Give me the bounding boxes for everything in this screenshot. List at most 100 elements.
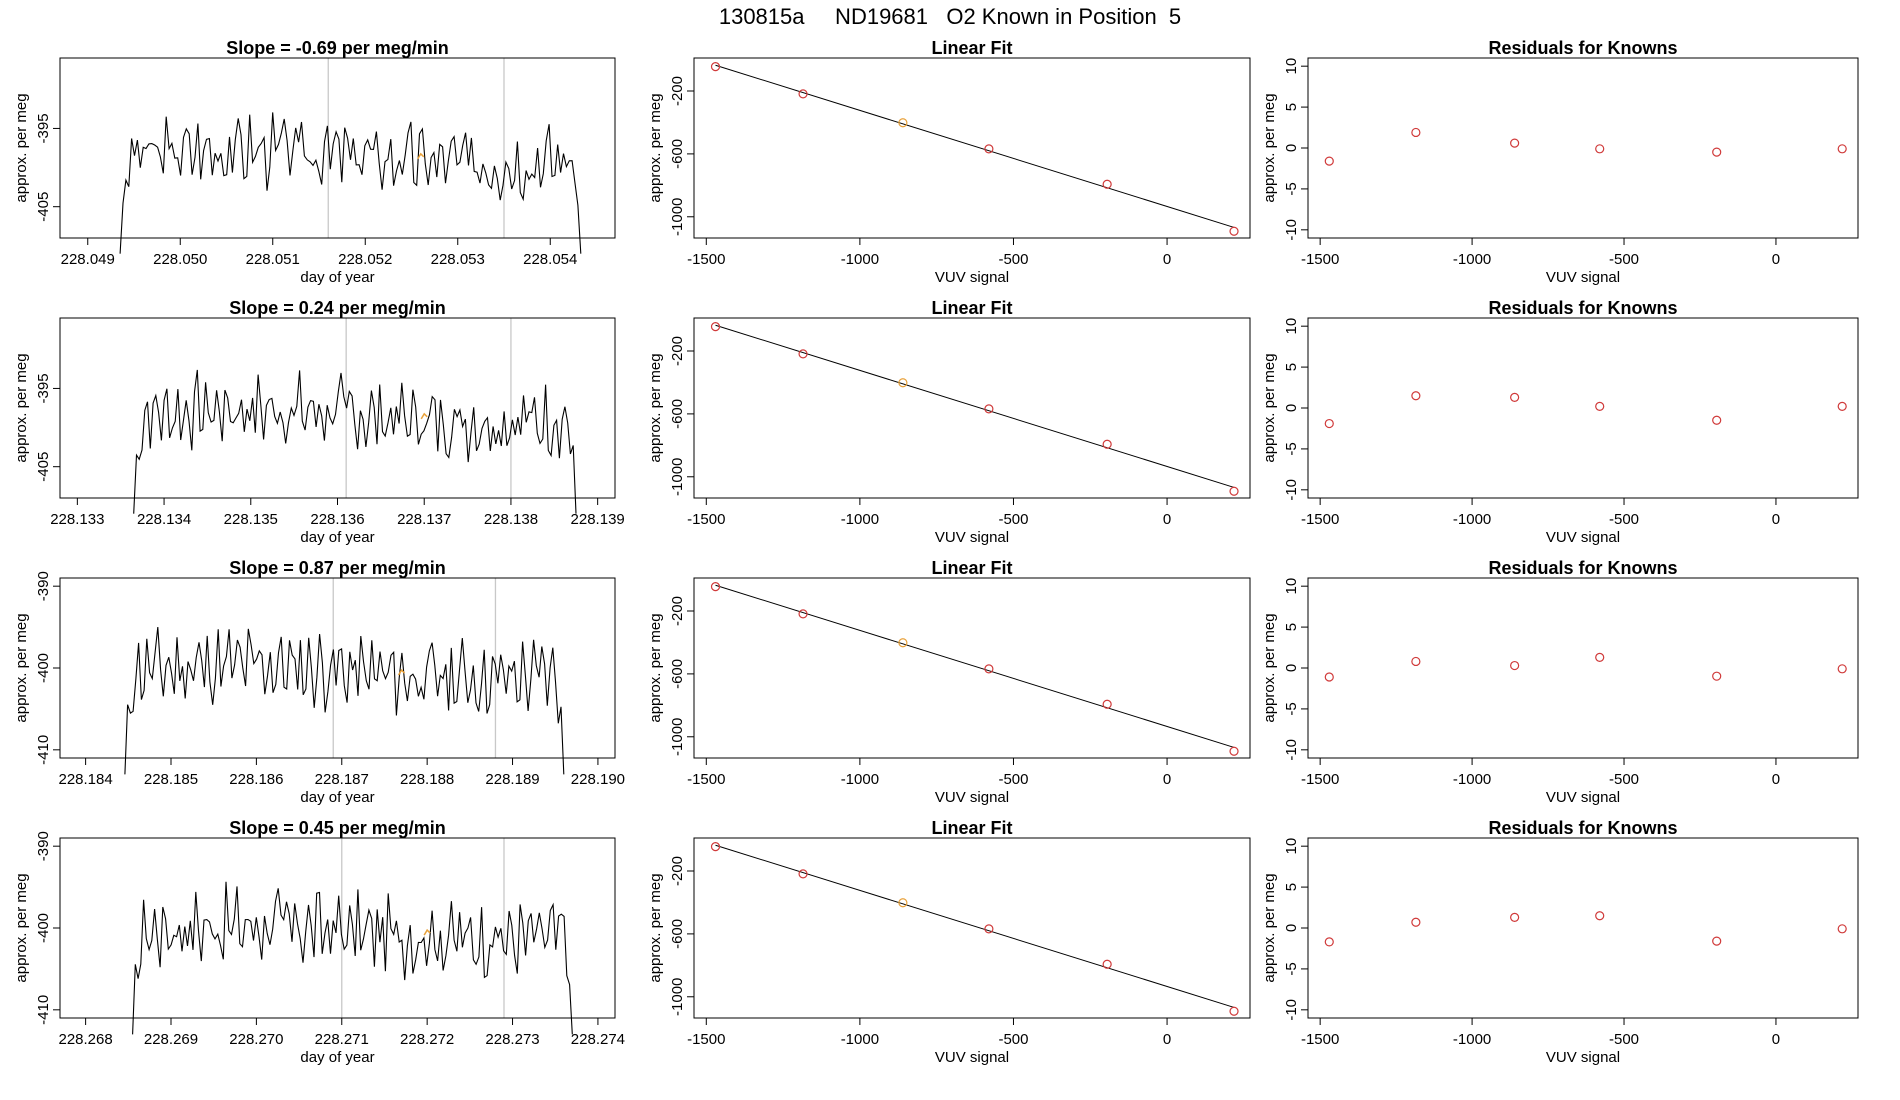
panel-title: Slope = 0.87 per meg/min bbox=[229, 558, 446, 578]
highlight-segment bbox=[423, 928, 431, 936]
y-tick-label: -10 bbox=[1283, 999, 1300, 1021]
plot-frame bbox=[1307, 317, 1859, 499]
data-point bbox=[1595, 911, 1605, 921]
data-point bbox=[1510, 138, 1520, 148]
x-tick-label: 228.268 bbox=[58, 1031, 112, 1048]
y-tick-label: -600 bbox=[669, 399, 686, 429]
panel-3-1: Slope = 0.87 per meg/min 228.184 228.185 22… bbox=[13, 558, 625, 806]
y-axis: -10 -5 0 5 10 bbox=[1283, 578, 1308, 761]
y-tick-label: 0 bbox=[1283, 664, 1300, 672]
data-point bbox=[798, 869, 808, 879]
y-axis-label: approx. per meg bbox=[647, 93, 664, 202]
fit-line bbox=[715, 584, 1235, 748]
x-tick-label: -500 bbox=[998, 771, 1028, 788]
data-point bbox=[1324, 937, 1334, 947]
data-point bbox=[1595, 652, 1605, 662]
data-point bbox=[710, 582, 721, 592]
x-axis-label: VUV signal bbox=[1546, 789, 1620, 806]
x-axis-label: VUV signal bbox=[1546, 529, 1620, 546]
x-tick-label: 228.136 bbox=[310, 511, 364, 528]
x-tick-label: 228.186 bbox=[229, 771, 283, 788]
x-axis-label: VUV signal bbox=[935, 789, 1009, 806]
data-point bbox=[984, 664, 994, 674]
panel-title: Residuals for Knowns bbox=[1488, 38, 1677, 58]
y-tick-label: -5 bbox=[1283, 702, 1300, 715]
data-point bbox=[1595, 144, 1605, 154]
data-point bbox=[898, 118, 908, 128]
data-point bbox=[798, 609, 808, 619]
y-tick-label: 10 bbox=[1283, 58, 1300, 75]
y-axis: -405 -395 bbox=[35, 373, 60, 482]
panel-2-2: Linear Fit-1500 -1000 -500 0-200-600-1000VU… bbox=[647, 298, 1251, 546]
data-point bbox=[1229, 746, 1239, 756]
y-tick-label: 0 bbox=[1283, 924, 1300, 932]
y-tick-label: -410 bbox=[35, 995, 52, 1025]
data-series-line bbox=[133, 369, 577, 514]
x-axis: 228.133 228.134 228.135 228.136 228.137 228.1… bbox=[50, 498, 625, 528]
y-axis-label: approx. per meg bbox=[13, 93, 30, 202]
y-tick-label: -600 bbox=[669, 919, 686, 949]
data-point bbox=[1411, 656, 1421, 667]
y-tick-label: -600 bbox=[669, 659, 686, 689]
x-tick-label: -1000 bbox=[841, 251, 879, 268]
x-tick-label: 0 bbox=[1163, 511, 1171, 528]
x-tick-label: 0 bbox=[1772, 251, 1780, 268]
panel-title: Slope = 0.24 per meg/min bbox=[229, 298, 446, 318]
y-tick-label: -10 bbox=[1283, 479, 1300, 501]
x-axis-label: VUV signal bbox=[935, 1049, 1009, 1066]
x-axis-label: VUV signal bbox=[935, 529, 1009, 546]
fit-line bbox=[715, 64, 1235, 228]
data-point bbox=[1102, 959, 1112, 969]
data-point bbox=[984, 924, 994, 934]
x-tick-label: -1500 bbox=[687, 771, 725, 788]
y-tick-label: -1000 bbox=[669, 458, 686, 496]
panel-2-3: Residuals for Knowns -1500 -1000 -500 0 -10 -5… bbox=[1261, 298, 1859, 546]
x-tick-label: 228.137 bbox=[397, 511, 451, 528]
y-axis: -10 -5 0 5 10 bbox=[1283, 318, 1308, 501]
x-axis-label: VUV signal bbox=[1546, 269, 1620, 286]
y-axis: -410 -400 -390 bbox=[35, 831, 60, 1025]
panel-title: Residuals for Knowns bbox=[1488, 298, 1677, 318]
x-axis-label: VUV signal bbox=[1546, 1049, 1620, 1066]
data-point bbox=[1510, 912, 1520, 922]
x-axis: -1500 -1000 -500 0 bbox=[1301, 498, 1780, 528]
panel-title: Linear Fit bbox=[931, 298, 1012, 318]
x-axis: -1500 -1000 -500 0 bbox=[687, 238, 1171, 268]
plot-frame bbox=[59, 57, 616, 239]
x-tick-label: 228.051 bbox=[246, 251, 300, 268]
highlight-segment bbox=[397, 668, 406, 676]
y-tick-label: 10 bbox=[1283, 578, 1300, 595]
data-point bbox=[984, 144, 994, 154]
y-tick-label: -390 bbox=[35, 831, 52, 861]
x-axis: -1500 -1000 -500 0 bbox=[687, 1018, 1171, 1048]
data-point bbox=[798, 89, 808, 99]
x-tick-label: 228.270 bbox=[229, 1031, 283, 1048]
y-tick-label: -1000 bbox=[669, 198, 686, 236]
y-tick-label: 5 bbox=[1283, 623, 1300, 631]
panel-title: Slope = 0.45 per meg/min bbox=[229, 818, 446, 838]
plot-frame bbox=[693, 317, 1251, 499]
data-point bbox=[898, 378, 908, 388]
data-point bbox=[798, 349, 808, 359]
x-axis: 228.184 228.185 228.186 228.187 228.188 228.1… bbox=[58, 758, 625, 788]
y-tick-label: -405 bbox=[35, 192, 52, 222]
x-axis: -1500 -1000 -500 0 bbox=[1301, 238, 1780, 268]
y-axis: -10 -5 0 5 10 bbox=[1283, 838, 1308, 1021]
y-tick-label: -405 bbox=[35, 452, 52, 482]
y-axis-label: approx. per meg bbox=[1261, 353, 1278, 462]
panel-title: Linear Fit bbox=[931, 38, 1012, 58]
data-point bbox=[1712, 415, 1722, 425]
x-tick-label: -1000 bbox=[1453, 251, 1491, 268]
panel-4-2: Linear Fit-1500 -1000 -500 0-200-600-1000VU… bbox=[647, 818, 1251, 1066]
plot-frame bbox=[59, 317, 616, 499]
data-point bbox=[1595, 401, 1605, 411]
x-axis-label: VUV signal bbox=[935, 269, 1009, 286]
data-point bbox=[1324, 418, 1334, 429]
y-tick-label: -200 bbox=[669, 336, 686, 366]
x-axis-label: day of year bbox=[300, 1049, 374, 1066]
x-tick-label: -1000 bbox=[841, 511, 879, 528]
x-tick-label: -500 bbox=[998, 1031, 1028, 1048]
x-axis: -1500 -1000 -500 0 bbox=[1301, 1018, 1780, 1048]
y-axis: -200 -600 -1000 bbox=[669, 596, 694, 756]
